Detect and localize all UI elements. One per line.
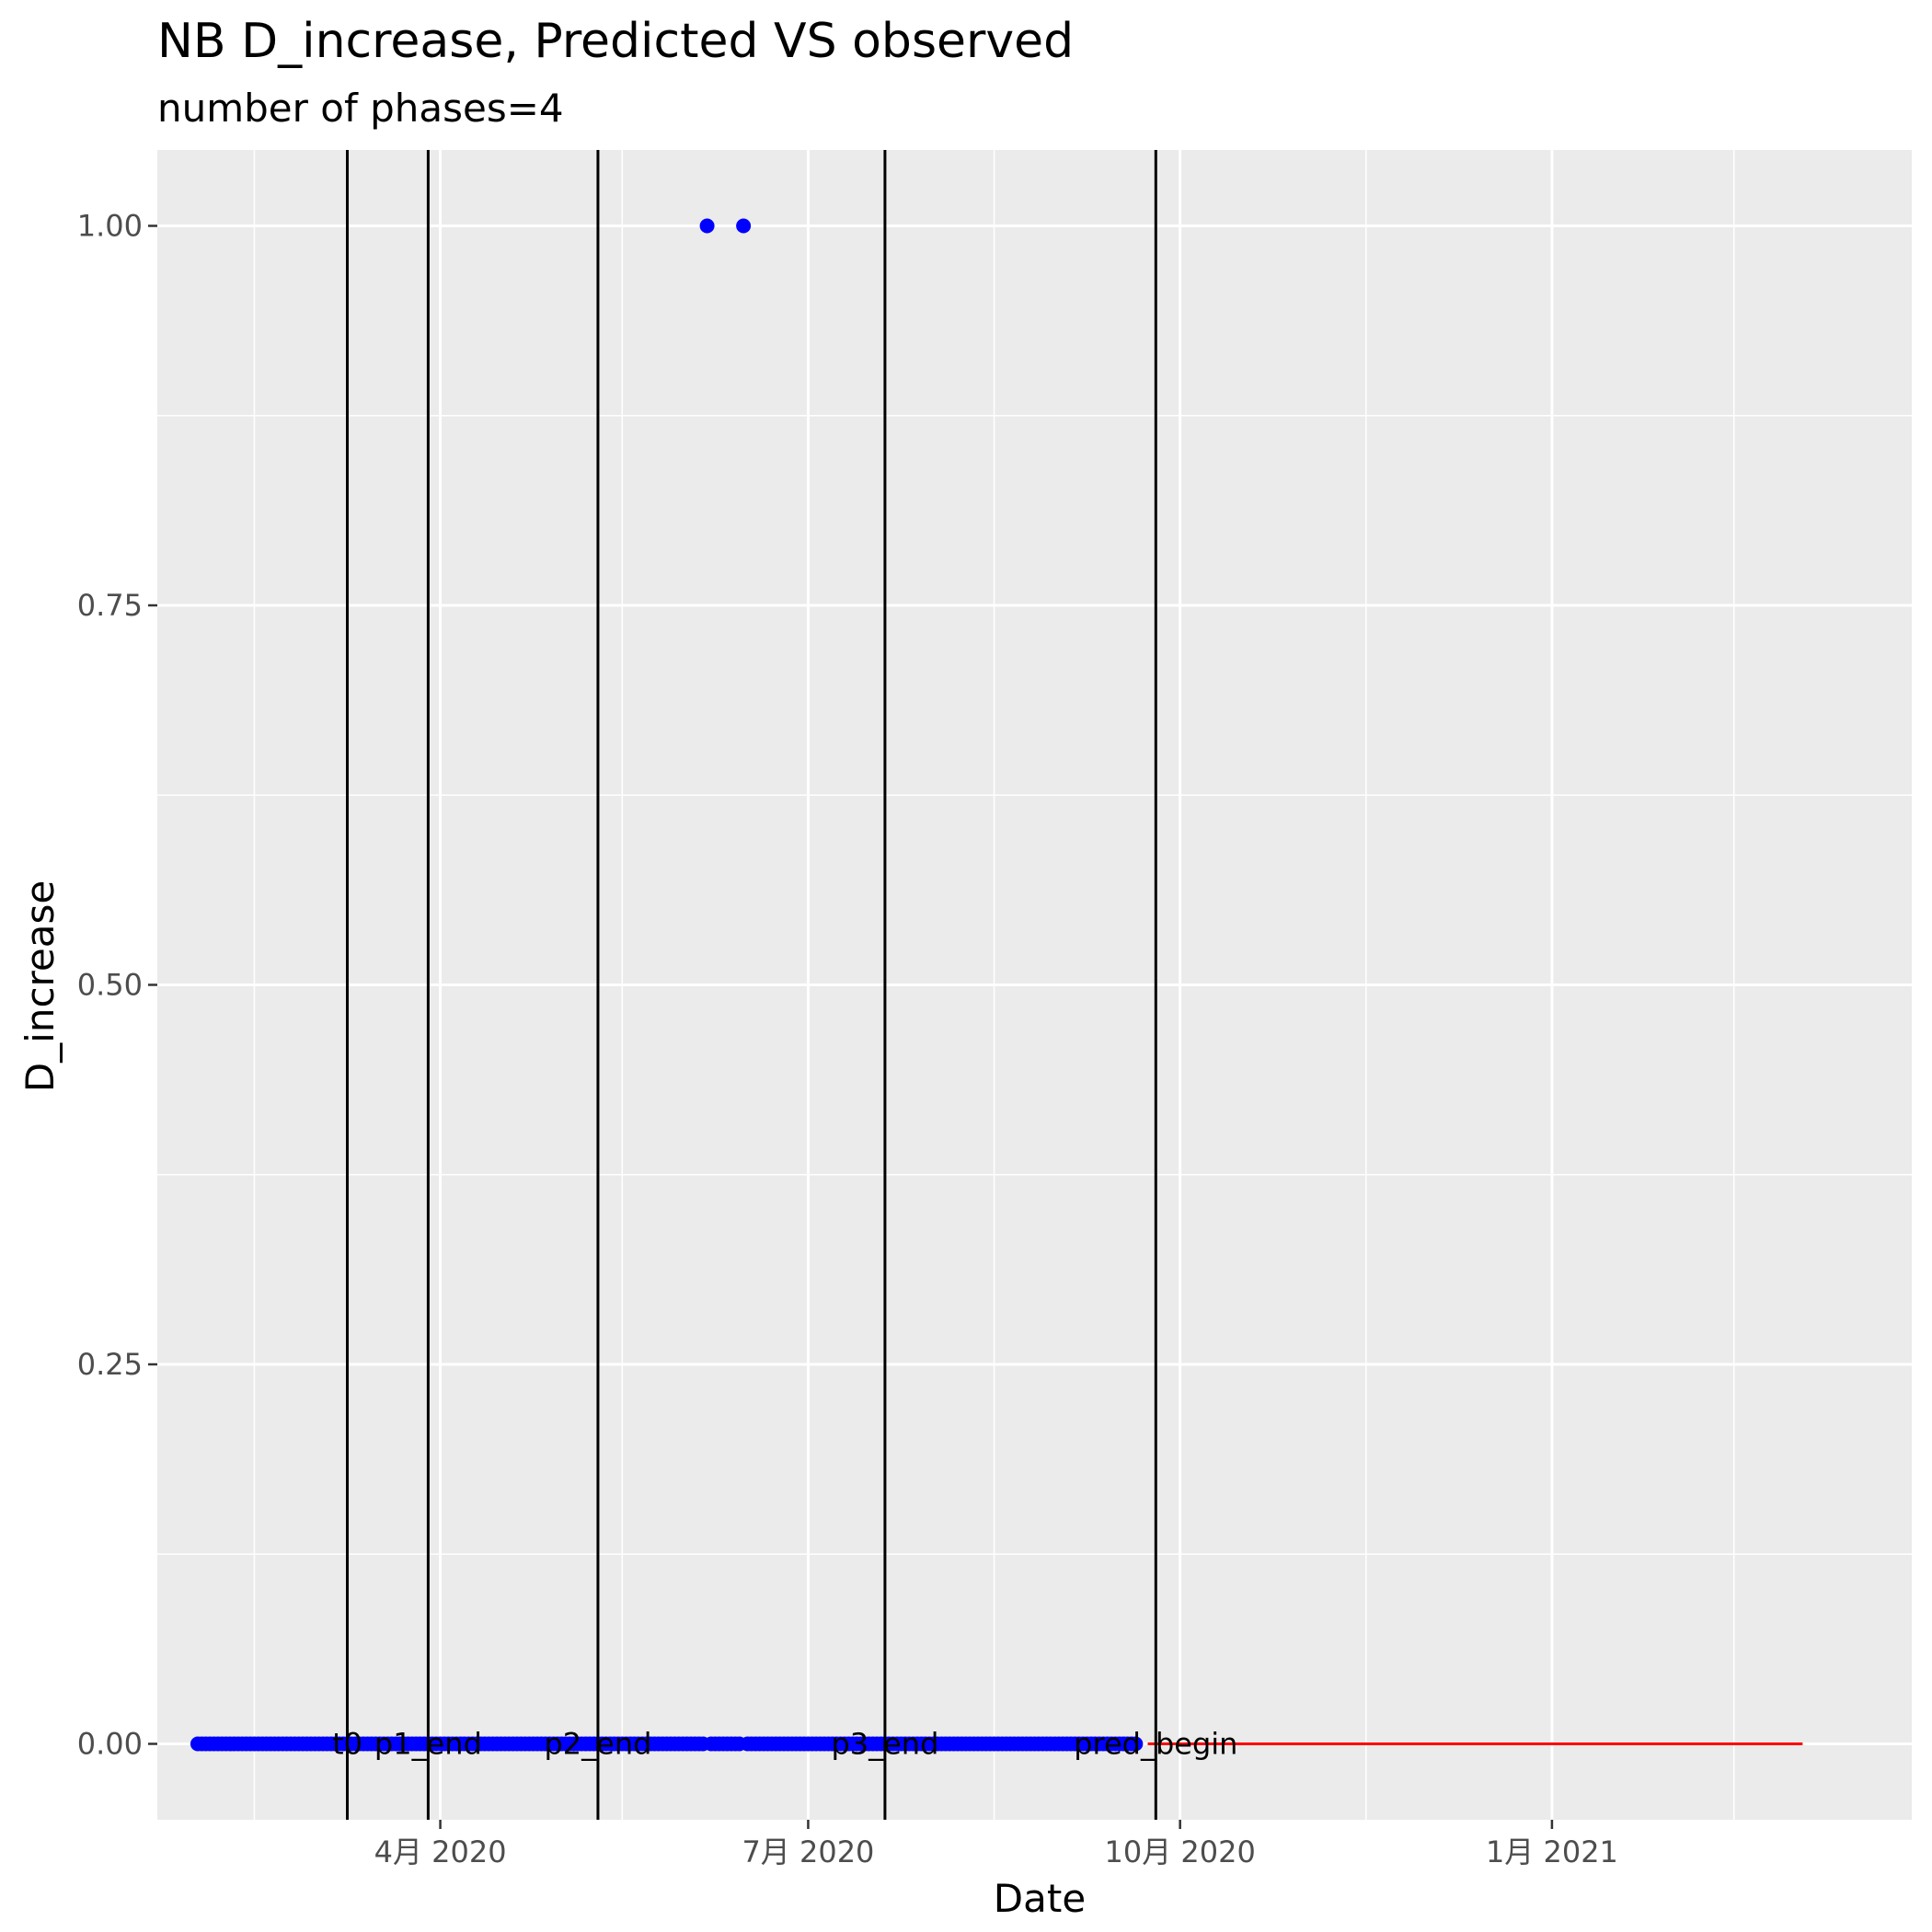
y-tick-label: 0.25 xyxy=(77,1347,143,1382)
chart-subtitle: number of phases=4 xyxy=(157,86,564,131)
phase-label-pred-begin: pred_begin xyxy=(1074,1727,1237,1762)
y-tick-label: 0.50 xyxy=(77,968,143,1003)
y-axis-title: D_increase xyxy=(17,880,63,1092)
phase-label-p3-end: p3_end xyxy=(831,1727,938,1762)
phase-label-p2-end: p2_end xyxy=(544,1727,651,1762)
x-tick-label: 10月 2020 xyxy=(1105,1834,1256,1869)
phase-label-p1-end: p1_end xyxy=(374,1727,482,1762)
phase-label-t0: t0 xyxy=(332,1727,362,1762)
x-tick-label: 4月 2020 xyxy=(374,1834,507,1869)
x-axis-title: Date xyxy=(994,1876,1086,1921)
phase-lines: t0 p1_end p2_end p3_end pred_begin xyxy=(332,150,1237,1820)
x-axis: 4月 2020 7月 2020 10月 2020 1月 2021 xyxy=(374,1820,1618,1869)
y-axis: 0.00 0.25 0.50 0.75 1.00 xyxy=(77,209,157,1762)
chart-title: NB D_increase, Predicted VS observed xyxy=(157,14,1074,69)
x-tick-label: 7月 2020 xyxy=(742,1834,874,1869)
y-tick-label: 0.00 xyxy=(77,1727,143,1762)
observed-point-spike xyxy=(699,218,715,234)
x-tick-label: 1月 2021 xyxy=(1486,1834,1618,1869)
y-tick-label: 1.00 xyxy=(77,209,143,244)
y-tick-label: 0.75 xyxy=(77,588,143,623)
observed-point xyxy=(1128,1736,1144,1752)
observed-point-spike xyxy=(736,218,752,234)
